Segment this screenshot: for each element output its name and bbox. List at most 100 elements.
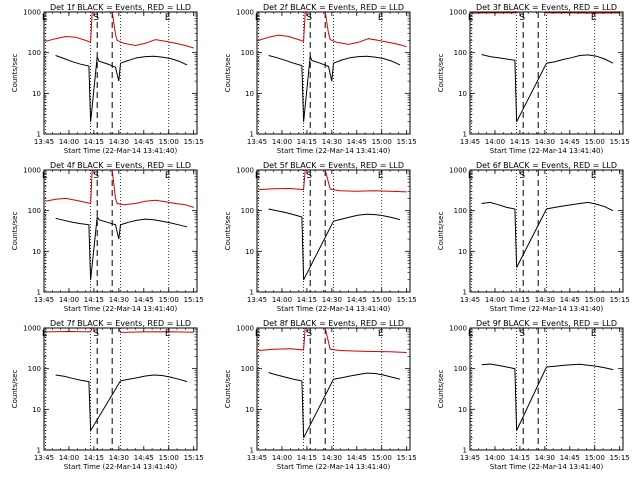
y-tick-label: 1000 <box>449 325 467 333</box>
y-tick-label: 10 <box>245 406 254 414</box>
lld-series-line <box>258 169 407 193</box>
x-tick-label: 14:30 <box>322 138 342 146</box>
x-tick-label: 13:45 <box>34 296 54 304</box>
x-axis-label: Start Time (22-Mar-14 13:41:40) <box>490 147 604 155</box>
x-tick-label: 13:45 <box>460 454 480 462</box>
x-tick-label: 14:00 <box>59 296 79 304</box>
plot-frame <box>469 169 624 293</box>
x-tick-label: 13:45 <box>34 138 54 146</box>
panel-title: Det 7f BLACK = Events, RED = LLD <box>50 319 191 328</box>
x-tick-label: 15:15 <box>184 454 204 462</box>
y-tick-label: 1000 <box>23 325 41 333</box>
x-tick-label: 15:00 <box>372 454 392 462</box>
y-tick-label: 10 <box>32 406 41 414</box>
marker-E: E <box>591 13 597 23</box>
events-series-line <box>55 374 188 433</box>
panel-title: Det 2f BLACK = Events, RED = LLD <box>263 3 404 12</box>
y-tick-label: 10 <box>458 248 467 256</box>
x-tick-label: 15:15 <box>184 296 204 304</box>
panel-title: Det 8f BLACK = Events, RED = LLD <box>263 319 404 328</box>
x-tick-label: 14:45 <box>560 296 580 304</box>
plot-frame <box>43 169 198 293</box>
events-series-line <box>481 54 614 123</box>
y-axis-label: Counts/sec <box>11 212 19 251</box>
y-tick-label: 10 <box>458 406 467 414</box>
y-tick-label: 10 <box>32 90 41 98</box>
x-tick-label: 14:30 <box>109 138 129 146</box>
x-tick-label: 13:45 <box>247 138 267 146</box>
events-series-line <box>268 208 401 281</box>
x-tick-label: 15:00 <box>159 296 179 304</box>
x-tick-label: 14:15 <box>510 454 530 462</box>
x-tick-label: 15:00 <box>159 138 179 146</box>
x-tick-label: 14:30 <box>535 296 555 304</box>
x-tick-label: 14:00 <box>272 296 292 304</box>
x-tick-label: 14:15 <box>297 454 317 462</box>
marker-S: S <box>93 329 99 339</box>
y-tick-label: 1000 <box>236 9 254 17</box>
y-tick-label: 1000 <box>23 9 41 17</box>
y-tick-label: 1 <box>37 131 41 139</box>
y-tick-label: 1 <box>250 447 254 455</box>
y-tick-label: 1000 <box>23 167 41 175</box>
lld-series-line <box>45 327 194 333</box>
marker-E: E <box>378 329 384 339</box>
x-axis-label: Start Time (22-Mar-14 13:41:40) <box>490 305 604 313</box>
x-tick-label: 13:45 <box>460 138 480 146</box>
x-tick-label: 14:00 <box>485 138 505 146</box>
x-tick-label: 14:45 <box>347 454 367 462</box>
x-axis-label: Start Time (22-Mar-14 13:41:40) <box>64 463 178 471</box>
y-axis-label: Counts/sec <box>11 370 19 409</box>
marker-E: E <box>165 13 171 23</box>
y-tick-label: 1 <box>463 447 467 455</box>
x-tick-label: 14:30 <box>109 454 129 462</box>
x-tick-label: 15:15 <box>610 296 630 304</box>
y-tick-label: 100 <box>241 365 254 373</box>
events-series-line <box>481 363 614 431</box>
marker-E: E <box>378 171 384 181</box>
x-tick-label: 14:45 <box>347 296 367 304</box>
x-tick-label: 14:00 <box>272 138 292 146</box>
x-tick-label: 15:00 <box>372 296 392 304</box>
x-axis-label: Start Time (22-Mar-14 13:41:40) <box>64 305 178 313</box>
lld-series-line <box>45 169 194 208</box>
lld-series-line <box>258 327 407 353</box>
panel-title: Det 5f BLACK = Events, RED = LLD <box>263 161 404 170</box>
y-tick-label: 1 <box>463 131 467 139</box>
marker-E: E <box>591 329 597 339</box>
x-tick-label: 14:00 <box>59 454 79 462</box>
x-axis-label: Start Time (22-Mar-14 13:41:40) <box>277 305 391 313</box>
x-tick-label: 13:45 <box>247 296 267 304</box>
events-series-line <box>55 215 188 280</box>
plot-frame <box>469 327 624 451</box>
y-tick-label: 100 <box>241 207 254 215</box>
lld-series-line <box>258 11 407 48</box>
x-tick-label: 14:00 <box>485 296 505 304</box>
x-tick-label: 14:45 <box>134 296 154 304</box>
y-tick-label: 1000 <box>236 325 254 333</box>
x-tick-label: 15:15 <box>397 138 417 146</box>
x-tick-label: 15:15 <box>610 138 630 146</box>
y-tick-label: 1000 <box>236 167 254 175</box>
plot-frame <box>256 169 411 293</box>
x-tick-label: 13:45 <box>34 454 54 462</box>
y-axis-label: Counts/sec <box>224 370 232 409</box>
y-tick-label: 1 <box>250 289 254 297</box>
events-series-line <box>268 54 401 122</box>
x-tick-label: 14:30 <box>535 454 555 462</box>
x-tick-label: 14:00 <box>272 454 292 462</box>
x-tick-label: 15:15 <box>610 454 630 462</box>
x-axis-label: Start Time (22-Mar-14 13:41:40) <box>64 147 178 155</box>
marker-S: S <box>306 13 312 23</box>
plot-frame <box>256 11 411 135</box>
y-tick-label: 10 <box>32 248 41 256</box>
panel-title: Det 9f BLACK = Events, RED = LLD <box>476 319 617 328</box>
x-tick-label: 15:00 <box>585 296 605 304</box>
x-tick-label: 15:15 <box>397 454 417 462</box>
